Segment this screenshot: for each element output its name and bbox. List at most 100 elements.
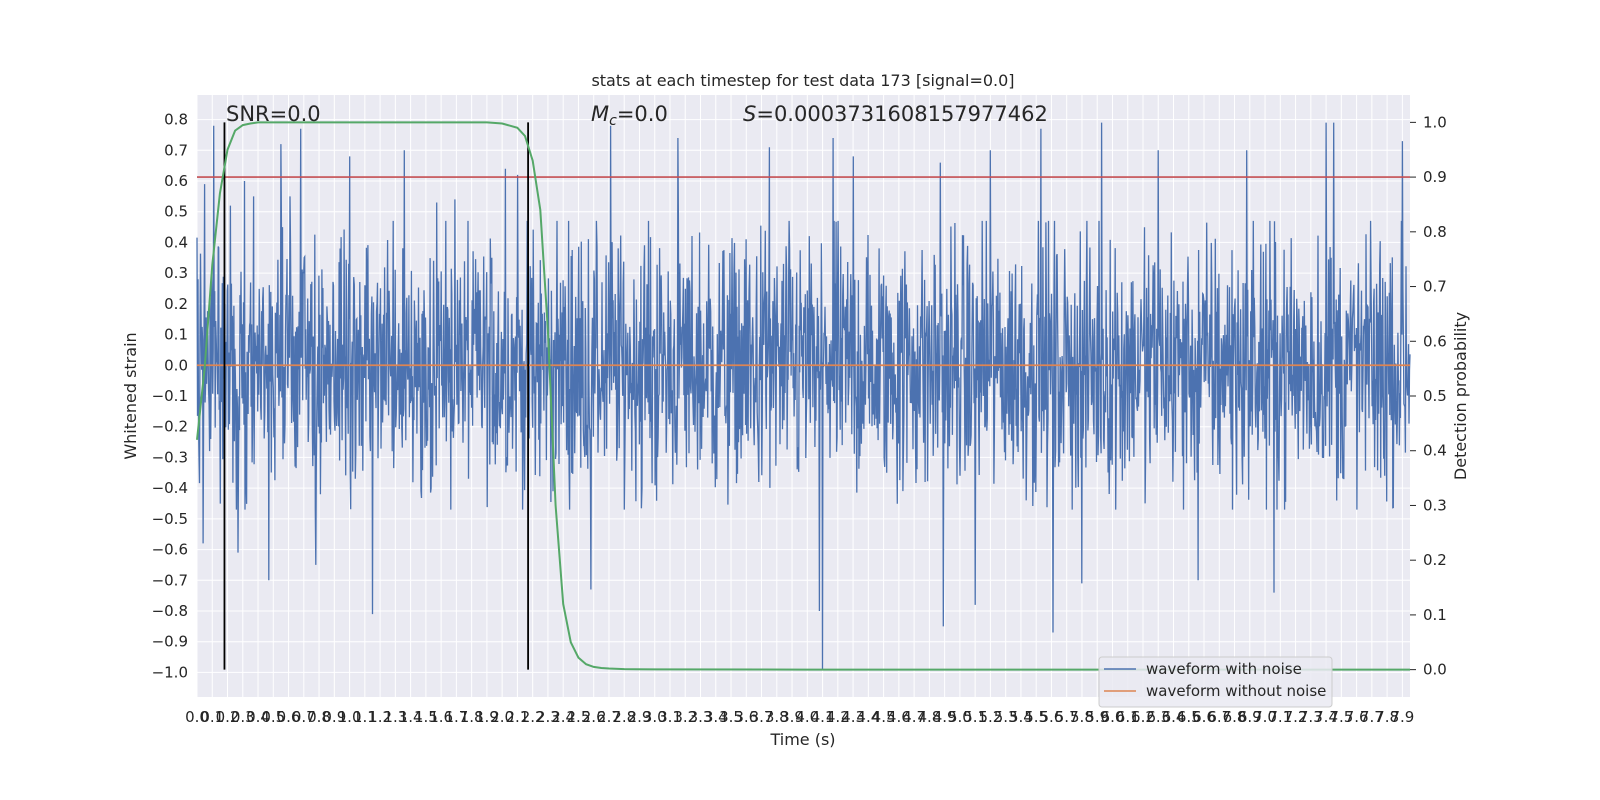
noise-line <box>196 122 1411 670</box>
y-tick-label: −0.9 <box>152 633 188 651</box>
x-tick-label: 0.0 <box>185 708 209 726</box>
y-tick-label: −1.0 <box>152 663 188 681</box>
y-tick-label: 0.8 <box>164 111 188 129</box>
x-tick-label: 2.3 <box>536 708 560 726</box>
x-tick-label: 0.2 <box>216 708 240 726</box>
x-axis-ticks: 0.00.10.20.30.40.50.60.70.80.91.01.11.21… <box>185 708 1414 726</box>
y-tick-label: 0.1 <box>164 326 188 344</box>
x-tick-label: 1.1 <box>353 708 377 726</box>
x-tick-label: 0.8 <box>307 708 331 726</box>
x-tick-label: 2.5 <box>567 708 591 726</box>
x-tick-label: 1.8 <box>460 708 484 726</box>
y-tick-label: 0.7 <box>164 141 188 159</box>
y2-tick-label: 1.0 <box>1423 113 1447 131</box>
x-tick-label: 3.1 <box>658 708 682 726</box>
x-tick-label: 4.1 <box>811 708 835 726</box>
x-tick-label: 1.4 <box>399 708 423 726</box>
x-tick-label: 7.9 <box>1390 708 1414 726</box>
x-tick-label: 0.7 <box>292 708 316 726</box>
x-tick-label: 0.9 <box>322 708 346 726</box>
legend: waveform with noise waveform without noi… <box>1098 656 1333 708</box>
x-tick-label: 0.1 <box>200 708 224 726</box>
x-tick-label: 5.9 <box>1085 708 1109 726</box>
y2-tick-label: 0.0 <box>1423 661 1447 679</box>
series-waveform-with-noise <box>196 122 1411 670</box>
x-tick-label: 4.2 <box>826 708 850 726</box>
x-tick-label: 7.0 <box>1253 708 1277 726</box>
x-tick-label: 0.3 <box>231 708 255 726</box>
x-tick-label: 7.8 <box>1375 708 1399 726</box>
x-tick-label: 3.7 <box>750 708 774 726</box>
y2-tick-label: 0.6 <box>1423 332 1447 350</box>
x-tick-label: 3.4 <box>704 708 728 726</box>
y-axis-label: Whitened strain <box>121 332 140 459</box>
y-tick-label: 0.6 <box>164 172 188 190</box>
x-tick-label: 5.4 <box>1009 708 1033 726</box>
x-tick-label: 6.0 <box>1101 708 1125 726</box>
x-tick-label: 3.8 <box>765 708 789 726</box>
y2-tick-label: 0.1 <box>1423 606 1447 624</box>
x-tick-label: 7.1 <box>1268 708 1292 726</box>
x-tick-label: 4.8 <box>917 708 941 726</box>
x-tick-label: 7.4 <box>1314 708 1338 726</box>
y-tick-label: −0.3 <box>152 448 188 466</box>
y2-tick-label: 0.9 <box>1423 168 1447 186</box>
y-tick-label: 0.2 <box>164 295 188 313</box>
y-tick-label: −0.6 <box>152 541 188 559</box>
x-tick-label: 7.6 <box>1345 708 1369 726</box>
y-tick-label: −0.4 <box>152 479 188 497</box>
y2-axis-label: Detection probability <box>1451 312 1470 480</box>
x-tick-label: 6.5 <box>1177 708 1201 726</box>
x-tick-label: 1.7 <box>444 708 468 726</box>
snr-annotation: SNR=0.0 <box>226 102 321 126</box>
chart-title: stats at each timestep for test data 173… <box>591 71 1014 90</box>
x-tick-label: 0.4 <box>246 708 270 726</box>
y-tick-label: −0.5 <box>152 510 188 528</box>
y2-tick-label: 0.7 <box>1423 278 1447 296</box>
x-tick-label: 7.3 <box>1299 708 1323 726</box>
x-tick-label: 2.1 <box>505 708 529 726</box>
y-tick-label: 0.4 <box>164 233 188 251</box>
x-tick-label: 6.9 <box>1238 708 1262 726</box>
x-tick-label: 3.2 <box>673 708 697 726</box>
x-tick-label: 7.7 <box>1360 708 1384 726</box>
x-tick-label: 6.8 <box>1223 708 1247 726</box>
y-tick-label: −0.8 <box>152 602 188 620</box>
x-tick-label: 2.8 <box>612 708 636 726</box>
x-tick-label: 1.6 <box>429 708 453 726</box>
x-tick-label: 2.6 <box>582 708 606 726</box>
x-tick-label: 5.3 <box>994 708 1018 726</box>
legend-box <box>1098 656 1333 708</box>
x-tick-label: 6.4 <box>1162 708 1186 726</box>
x-tick-label: 3.3 <box>689 708 713 726</box>
x-tick-label: 7.5 <box>1329 708 1353 726</box>
s-annotation: S=0.0003731608157977462 <box>743 102 1048 126</box>
x-axis-label: Time (s) <box>769 730 835 749</box>
x-tick-label: 0.5 <box>261 708 285 726</box>
x-tick-label: 4.6 <box>887 708 911 726</box>
y2-tick-label: 0.8 <box>1423 223 1447 241</box>
detection-probability-line <box>196 121 1410 671</box>
legend-label-noise: waveform with noise <box>1146 660 1302 678</box>
x-tick-label: 6.7 <box>1207 708 1231 726</box>
y-tick-label: −0.2 <box>152 418 188 436</box>
x-tick-label: 7.2 <box>1284 708 1308 726</box>
legend-label-clean: waveform without noise <box>1146 682 1326 700</box>
x-tick-label: 5.6 <box>1040 708 1064 726</box>
x-tick-label: 5.1 <box>963 708 987 726</box>
y-tick-label: 0.5 <box>164 203 188 221</box>
x-tick-label: 6.6 <box>1192 708 1216 726</box>
x-tick-label: 1.9 <box>475 708 499 726</box>
x-tick-label: 4.3 <box>841 708 865 726</box>
x-tick-label: 6.3 <box>1146 708 1170 726</box>
x-tick-label: 2.2 <box>521 708 545 726</box>
y-tick-label: −0.7 <box>152 571 188 589</box>
x-tick-label: 4.7 <box>902 708 926 726</box>
x-tick-label: 5.0 <box>948 708 972 726</box>
y2-tick-label: 0.2 <box>1423 551 1447 569</box>
x-tick-label: 2.0 <box>490 708 514 726</box>
x-tick-label: 3.9 <box>780 708 804 726</box>
y-axis-ticks: 0.8 0.7 0.6 0.5 0.4 0.3 0.2 0.1 0.0 −0.1 −0.2 −0.3 −… <box>152 111 188 682</box>
x-tick-label: 2.4 <box>551 708 575 726</box>
